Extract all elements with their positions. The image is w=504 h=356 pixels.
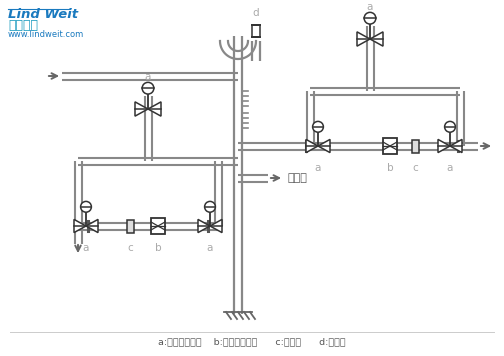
Text: 林德佳特: 林德佳特 xyxy=(8,19,38,32)
Polygon shape xyxy=(306,140,318,153)
Text: c: c xyxy=(412,163,418,173)
Polygon shape xyxy=(86,219,98,232)
Circle shape xyxy=(364,12,376,24)
Polygon shape xyxy=(198,219,210,232)
Polygon shape xyxy=(438,140,450,153)
Polygon shape xyxy=(357,32,370,46)
Text: a: a xyxy=(207,243,213,253)
Text: Lind Weit: Lind Weit xyxy=(8,8,78,21)
Text: a: a xyxy=(83,243,89,253)
Text: b: b xyxy=(387,163,393,173)
Circle shape xyxy=(81,201,91,212)
Bar xyxy=(383,138,397,154)
Circle shape xyxy=(205,201,215,212)
Bar xyxy=(252,25,260,37)
Polygon shape xyxy=(74,219,86,232)
Text: www.lindweit.com: www.lindweit.com xyxy=(8,30,84,39)
Polygon shape xyxy=(318,140,330,153)
Polygon shape xyxy=(148,102,161,116)
Polygon shape xyxy=(370,32,383,46)
Circle shape xyxy=(142,82,154,94)
Circle shape xyxy=(312,121,324,132)
Bar xyxy=(127,220,134,232)
Bar xyxy=(411,140,418,152)
Text: d: d xyxy=(253,8,260,18)
Polygon shape xyxy=(210,219,222,232)
Text: b: b xyxy=(155,243,161,253)
Circle shape xyxy=(445,121,456,132)
Text: a: a xyxy=(447,163,453,173)
Text: a:波纹管截止阀    b:倒吹桶疏水阀      c:止回阀      d:排气阀: a:波纹管截止阀 b:倒吹桶疏水阀 c:止回阀 d:排气阀 xyxy=(158,337,346,346)
Polygon shape xyxy=(450,140,462,153)
Text: a: a xyxy=(145,72,151,82)
Text: a: a xyxy=(367,2,373,12)
Bar xyxy=(151,218,165,234)
Text: 去设备: 去设备 xyxy=(288,173,308,183)
Polygon shape xyxy=(135,102,148,116)
Text: a: a xyxy=(315,163,321,173)
Text: c: c xyxy=(127,243,133,253)
